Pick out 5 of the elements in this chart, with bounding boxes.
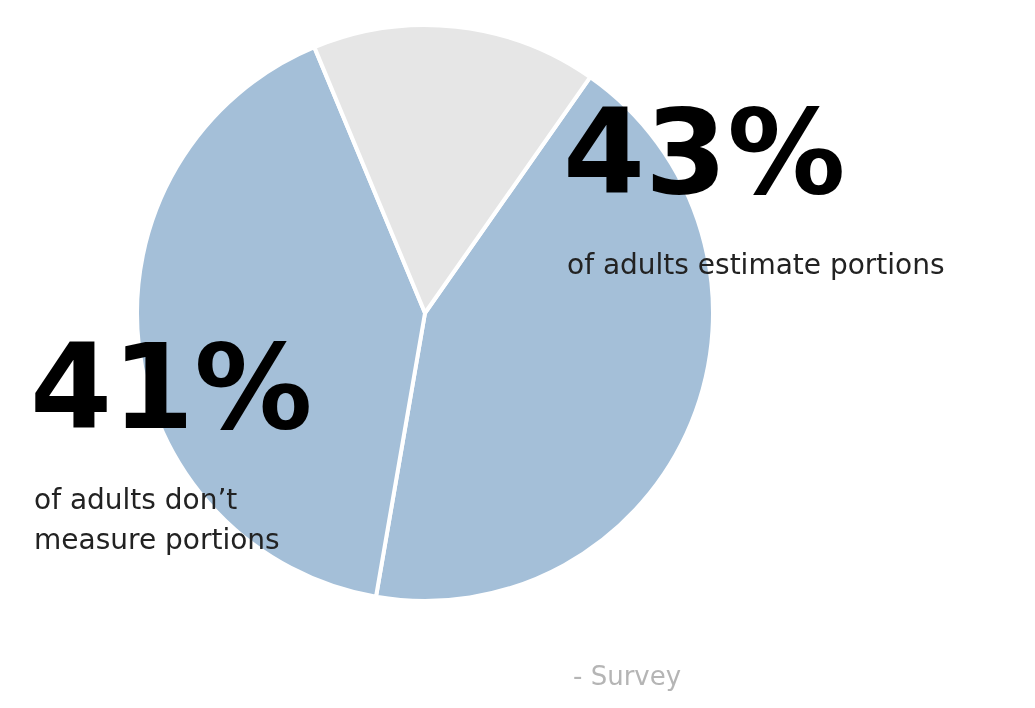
slice-label: of adults don’t measure portions — [34, 483, 280, 557]
text: - Survey — [573, 660, 682, 691]
data-label: 41% — [30, 317, 313, 456]
data-label: 43% — [563, 82, 846, 221]
slice-label: of adults estimate portions — [567, 248, 945, 282]
